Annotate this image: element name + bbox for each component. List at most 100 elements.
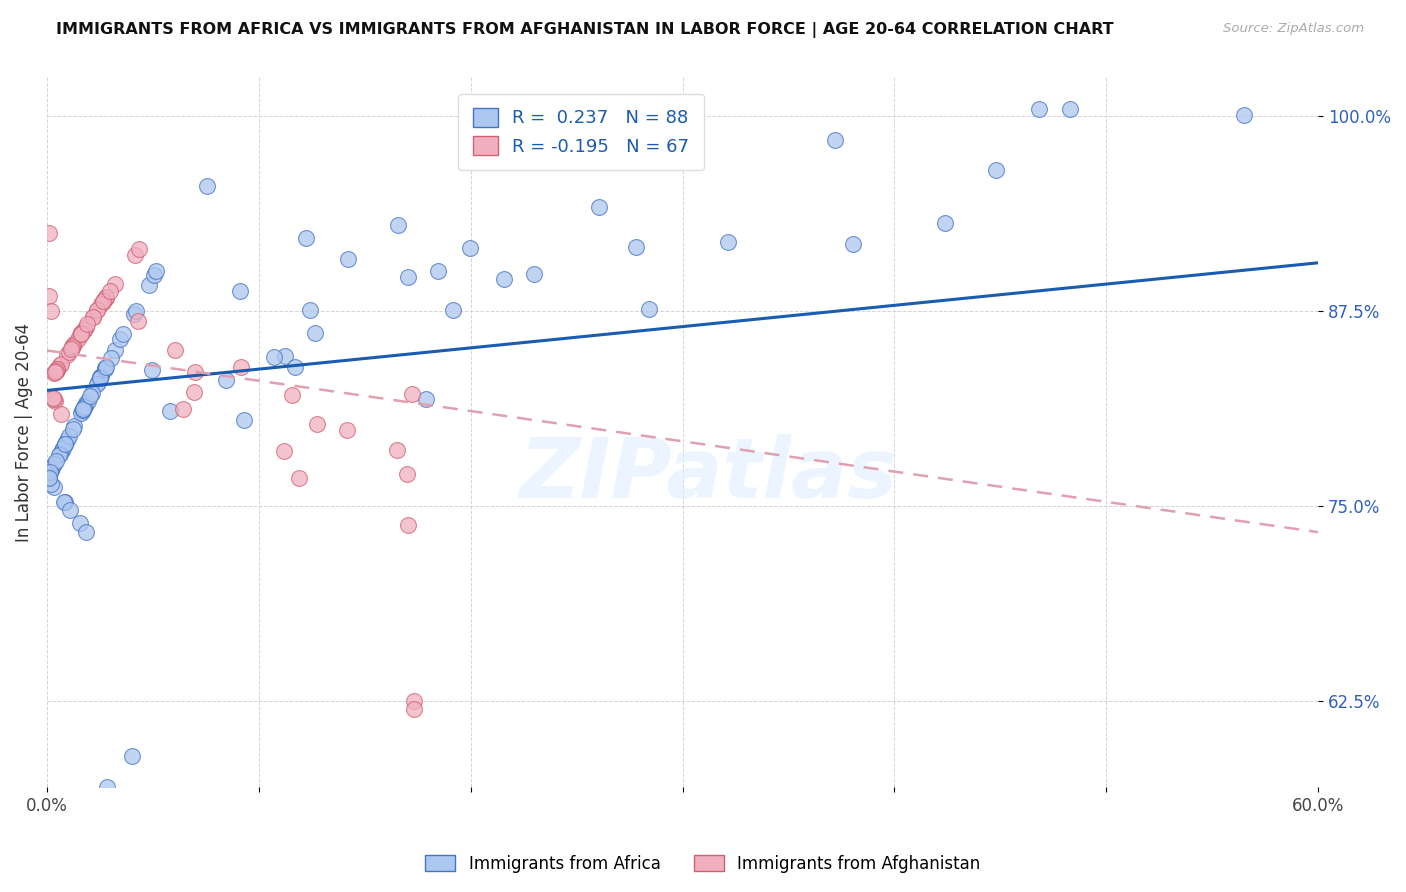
Point — [841, 237, 863, 252]
Point — [42, 480, 65, 494]
Point — [143, 268, 166, 283]
Point — [70, 326, 93, 341]
Point — [70, 404, 93, 418]
Point — [53, 437, 76, 451]
Point — [56, 433, 79, 447]
Point — [72, 401, 94, 416]
Point — [38, 465, 60, 479]
Point — [402, 702, 425, 716]
Point — [75, 320, 97, 334]
Point — [62, 338, 84, 352]
Point — [49, 408, 72, 422]
Point — [93, 362, 115, 376]
Point — [91, 294, 114, 309]
Point — [624, 240, 647, 254]
Point — [39, 463, 62, 477]
Point — [48, 447, 70, 461]
Point — [53, 437, 76, 451]
Y-axis label: In Labor Force | Age 20-64: In Labor Force | Age 20-64 — [15, 323, 32, 541]
Point — [38, 471, 60, 485]
Point — [94, 290, 117, 304]
Point — [75, 396, 97, 410]
Point — [89, 369, 111, 384]
Point — [165, 343, 187, 357]
Text: Source: ZipAtlas.com: Source: ZipAtlas.com — [1223, 22, 1364, 36]
Point — [1059, 102, 1081, 116]
Point — [295, 231, 318, 245]
Point — [90, 297, 112, 311]
Point — [63, 336, 86, 351]
Point — [1028, 102, 1050, 116]
Point — [38, 469, 60, 483]
Point — [159, 404, 181, 418]
Point — [183, 366, 205, 380]
Point — [122, 307, 145, 321]
Point — [274, 349, 297, 363]
Point — [51, 443, 73, 458]
Point — [398, 270, 420, 285]
Point — [73, 323, 96, 337]
Point — [104, 277, 127, 291]
Point — [38, 467, 60, 481]
Point — [94, 291, 117, 305]
Point — [45, 362, 67, 376]
Point — [934, 216, 956, 230]
Point — [141, 363, 163, 377]
Point — [523, 267, 546, 281]
Point — [86, 376, 108, 391]
Point — [38, 227, 60, 241]
Point — [588, 200, 610, 214]
Point — [63, 419, 86, 434]
Point — [48, 358, 70, 372]
Point — [100, 351, 122, 365]
Point — [53, 495, 76, 509]
Point — [41, 461, 63, 475]
Point — [638, 302, 661, 317]
Point — [58, 429, 80, 443]
Point — [396, 467, 419, 481]
Point — [60, 340, 83, 354]
Point — [55, 348, 77, 362]
Point — [72, 403, 94, 417]
Point — [42, 392, 65, 406]
Point — [287, 471, 309, 485]
Point — [45, 362, 67, 376]
Point — [73, 400, 96, 414]
Point — [76, 318, 98, 332]
Point — [96, 780, 118, 794]
Point — [60, 341, 83, 355]
Point — [1233, 108, 1256, 122]
Point — [79, 389, 101, 403]
Point — [337, 252, 360, 266]
Point — [75, 399, 97, 413]
Point — [138, 277, 160, 292]
Point — [229, 285, 252, 299]
Point — [145, 263, 167, 277]
Point — [98, 284, 121, 298]
Point — [127, 314, 149, 328]
Point — [415, 392, 437, 406]
Text: IMMIGRANTS FROM AFRICA VS IMMIGRANTS FROM AFGHANISTAN IN LABOR FORCE | AGE 20-64: IMMIGRANTS FROM AFRICA VS IMMIGRANTS FRO… — [56, 22, 1114, 38]
Point — [103, 343, 125, 357]
Point — [58, 345, 80, 359]
Point — [44, 366, 66, 380]
Point — [298, 303, 321, 318]
Point — [396, 517, 419, 532]
Point — [42, 392, 65, 407]
Point — [69, 516, 91, 531]
Point — [110, 332, 132, 346]
Point — [59, 503, 82, 517]
Point — [124, 248, 146, 262]
Point — [80, 385, 103, 400]
Point — [89, 371, 111, 385]
Point — [62, 422, 84, 436]
Point — [75, 524, 97, 539]
Point — [984, 163, 1007, 178]
Point — [87, 375, 110, 389]
Point — [183, 385, 205, 400]
Point — [89, 371, 111, 385]
Point — [214, 373, 236, 387]
Point — [38, 289, 60, 303]
Point — [387, 219, 409, 233]
Point — [44, 457, 66, 471]
